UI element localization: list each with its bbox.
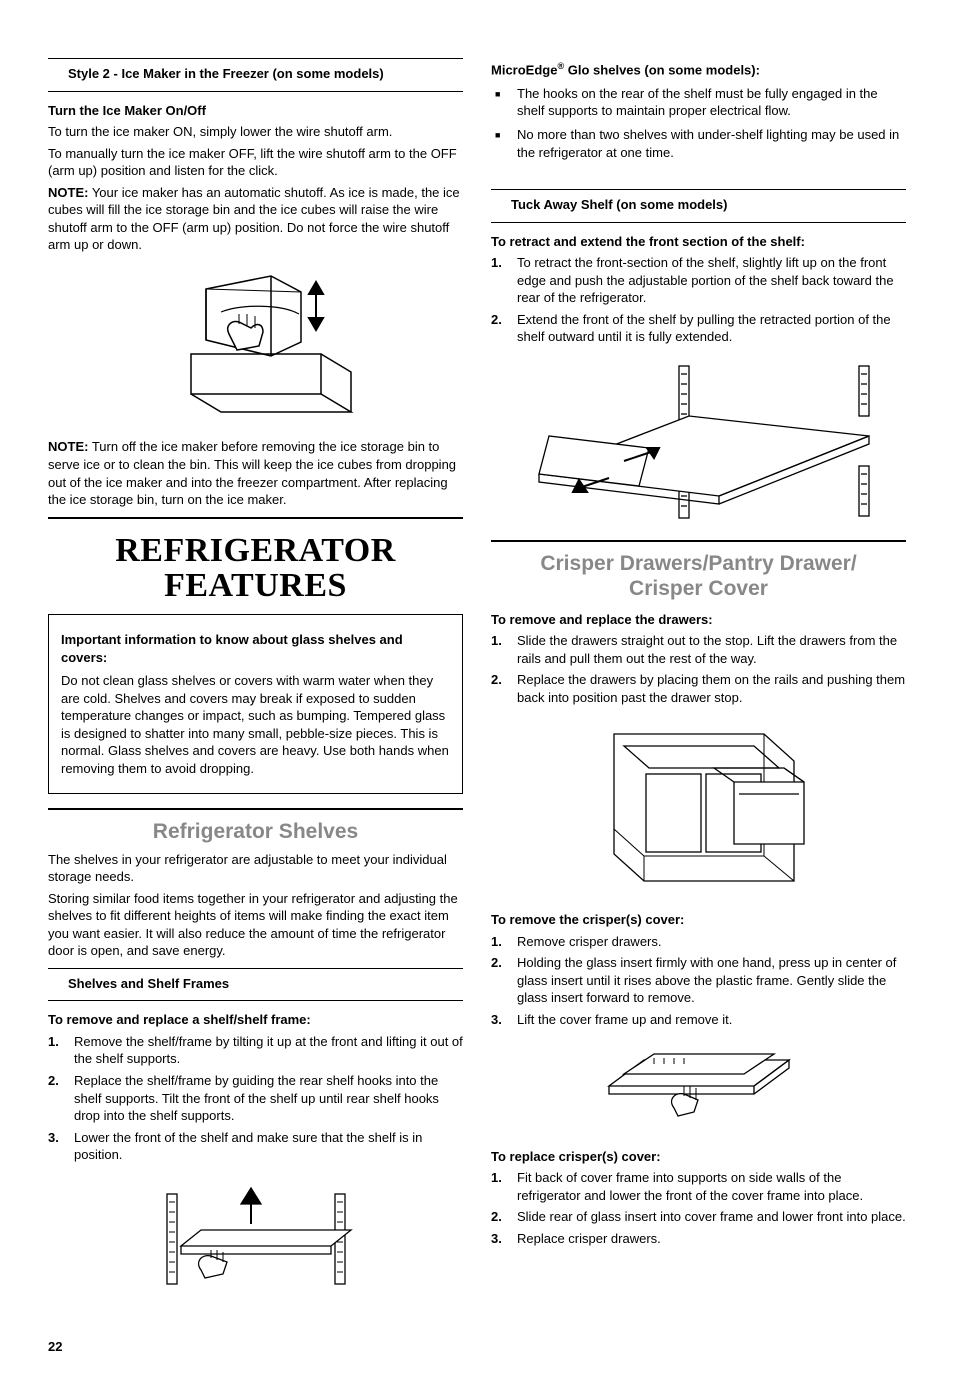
style2-heading: Style 2 - Ice Maker in the Freezer (on s… bbox=[68, 65, 463, 83]
microedge-text-a: MicroEdge bbox=[491, 62, 557, 77]
crisper-task2-head: To remove the crisper(s) cover: bbox=[491, 911, 906, 929]
microedge-list: The hooks on the rear of the shelf must … bbox=[491, 85, 906, 161]
step-text: Holding the glass insert firmly with one… bbox=[517, 955, 896, 1005]
page-number: 22 bbox=[48, 1338, 906, 1356]
heading-line: Crisper Drawers/Pantry Drawer/ bbox=[540, 552, 856, 575]
divider bbox=[491, 222, 906, 223]
heavy-divider bbox=[491, 540, 906, 542]
title-line: FEATURES bbox=[164, 567, 347, 604]
title-line: REFRIGERATOR bbox=[115, 532, 396, 569]
turn-icemaker-heading: Turn the Ice Maker On/Off bbox=[48, 102, 463, 120]
crisper-steps-3: 1.Fit back of cover frame into supports … bbox=[491, 1169, 906, 1247]
step-text: Slide rear of glass insert into cover fr… bbox=[517, 1209, 906, 1224]
divider bbox=[48, 91, 463, 92]
bullet-text: The hooks on the rear of the shelf must … bbox=[517, 86, 878, 119]
shelves-task-head: To remove and replace a shelf/shelf fram… bbox=[48, 1011, 463, 1029]
body-text: To turn the ice maker ON, simply lower t… bbox=[48, 123, 463, 141]
tuck-task-head: To retract and extend the front section … bbox=[491, 233, 906, 251]
crisper-heading: Crisper Drawers/Pantry Drawer/ Crisper C… bbox=[491, 552, 906, 600]
figure-icemaker bbox=[48, 264, 463, 429]
body-text: The shelves in your refrigerator are adj… bbox=[48, 851, 463, 886]
microedge-text-b: Glo shelves (on some models): bbox=[564, 62, 760, 77]
list-item: 2.Replace the shelf/frame by guiding the… bbox=[48, 1072, 463, 1125]
crisper-task1-head: To remove and replace the drawers: bbox=[491, 611, 906, 629]
figure-crisper-drawers bbox=[491, 716, 906, 901]
divider bbox=[48, 968, 463, 969]
step-text: Lift the cover frame up and remove it. bbox=[517, 1012, 732, 1027]
list-item: No more than two shelves with under-shel… bbox=[491, 126, 906, 161]
note-paragraph: NOTE: Turn off the ice maker before remo… bbox=[48, 438, 463, 508]
refrigerator-features-title: REFRIGERATOR FEATURES bbox=[48, 533, 463, 604]
crisper-steps-2: 1.Remove crisper drawers. 2.Holding the … bbox=[491, 933, 906, 1029]
step-text: Replace the drawers by placing them on t… bbox=[517, 672, 905, 705]
left-column: Style 2 - Ice Maker in the Freezer (on s… bbox=[48, 50, 463, 1308]
step-text: Fit back of cover frame into supports on… bbox=[517, 1170, 863, 1203]
glass-shelves-info-box: Important information to know about glas… bbox=[48, 614, 463, 794]
step-text: Lower the front of the shelf and make su… bbox=[74, 1130, 422, 1163]
right-column: MicroEdge® Glo shelves (on some models):… bbox=[491, 50, 906, 1308]
crisper-steps-1: 1.Slide the drawers straight out to the … bbox=[491, 632, 906, 706]
note-label: NOTE: bbox=[48, 185, 88, 200]
list-item: The hooks on the rear of the shelf must … bbox=[491, 85, 906, 120]
list-item: 2.Extend the front of the shelf by pulli… bbox=[491, 311, 906, 346]
list-item: 1.Fit back of cover frame into supports … bbox=[491, 1169, 906, 1204]
info-box-heading: Important information to know about glas… bbox=[61, 631, 450, 666]
tuck-steps: 1.To retract the front-section of the sh… bbox=[491, 254, 906, 346]
step-text: Replace crisper drawers. bbox=[517, 1231, 661, 1246]
body-text: Storing similar food items together in y… bbox=[48, 890, 463, 960]
note-label: NOTE: bbox=[48, 439, 88, 454]
note-text: Your ice maker has an automatic shutoff.… bbox=[48, 185, 460, 253]
crisper-task3-head: To replace crisper(s) cover: bbox=[491, 1148, 906, 1166]
tuck-away-heading: Tuck Away Shelf (on some models) bbox=[511, 196, 906, 214]
shelves-steps: 1.Remove the shelf/frame by tilting it u… bbox=[48, 1033, 463, 1164]
list-item: 2.Holding the glass insert firmly with o… bbox=[491, 954, 906, 1007]
body-text: To manually turn the ice maker OFF, lift… bbox=[48, 145, 463, 180]
list-item: 2.Replace the drawers by placing them on… bbox=[491, 671, 906, 706]
list-item: 3.Lower the front of the shelf and make … bbox=[48, 1129, 463, 1164]
list-item: 1.To retract the front-section of the sh… bbox=[491, 254, 906, 307]
step-text: Extend the front of the shelf by pulling… bbox=[517, 312, 891, 345]
microedge-heading: MicroEdge® Glo shelves (on some models): bbox=[491, 60, 906, 79]
list-item: 1.Remove crisper drawers. bbox=[491, 933, 906, 951]
step-text: Replace the shelf/frame by guiding the r… bbox=[74, 1073, 439, 1123]
heavy-divider bbox=[48, 808, 463, 810]
shelves-subhead: Shelves and Shelf Frames bbox=[68, 975, 463, 993]
step-text: Remove crisper drawers. bbox=[517, 934, 662, 949]
list-item: 3.Replace crisper drawers. bbox=[491, 1230, 906, 1248]
figure-crisper-cover bbox=[491, 1038, 906, 1138]
heavy-divider bbox=[48, 517, 463, 519]
note-text: Turn off the ice maker before removing t… bbox=[48, 439, 456, 507]
divider bbox=[491, 189, 906, 190]
step-text: Slide the drawers straight out to the st… bbox=[517, 633, 897, 666]
note-paragraph: NOTE: Your ice maker has an automatic sh… bbox=[48, 184, 463, 254]
info-box-body: Do not clean glass shelves or covers wit… bbox=[61, 672, 450, 777]
heading-line: Crisper Cover bbox=[629, 577, 768, 600]
figure-tuck-shelf bbox=[491, 356, 906, 531]
list-item: 1.Remove the shelf/frame by tilting it u… bbox=[48, 1033, 463, 1068]
list-item: 2.Slide rear of glass insert into cover … bbox=[491, 1208, 906, 1226]
refrigerator-shelves-heading: Refrigerator Shelves bbox=[48, 820, 463, 844]
figure-shelf-remove bbox=[48, 1174, 463, 1299]
step-text: Remove the shelf/frame by tilting it up … bbox=[74, 1034, 463, 1067]
bullet-text: No more than two shelves with under-shel… bbox=[517, 127, 899, 160]
list-item: 1.Slide the drawers straight out to the … bbox=[491, 632, 906, 667]
divider bbox=[48, 1000, 463, 1001]
step-text: To retract the front-section of the shel… bbox=[517, 255, 894, 305]
divider bbox=[48, 58, 463, 59]
list-item: 3.Lift the cover frame up and remove it. bbox=[491, 1011, 906, 1029]
